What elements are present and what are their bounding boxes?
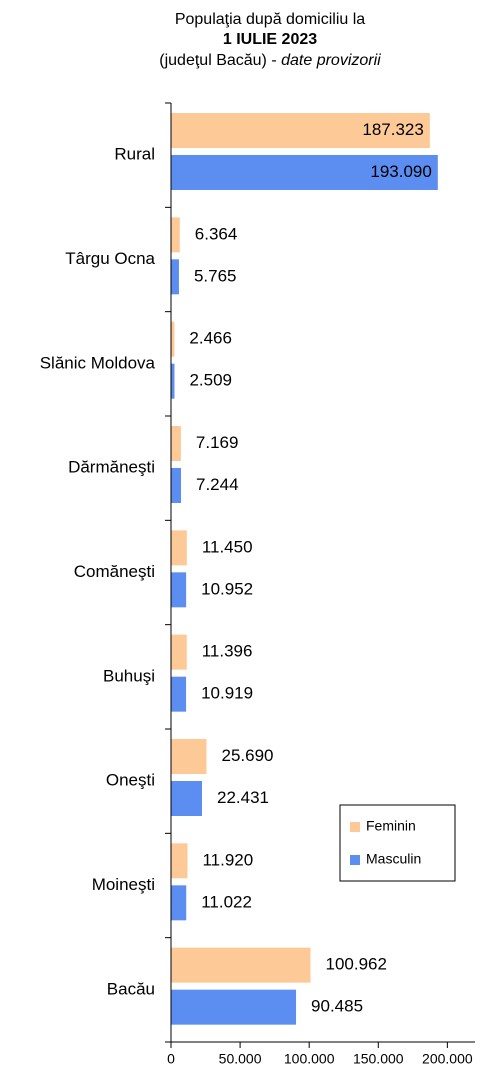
bar	[171, 739, 207, 774]
x-tick-label: 0	[167, 1051, 175, 1067]
value-label: 11.396	[202, 642, 253, 661]
value-label: 193.090	[370, 162, 431, 181]
bar	[171, 885, 187, 921]
bar	[171, 989, 297, 1025]
value-label: 10.919	[201, 684, 253, 703]
bar	[171, 113, 430, 148]
legend-label: Masculin	[366, 851, 421, 867]
chart-note: (judeţul Bacău) - date provizorii	[159, 52, 381, 69]
category-label: Dărmăneşti	[68, 458, 155, 477]
note: (judeţul Bacău) -	[159, 52, 276, 69]
category-label: Oneşti	[106, 771, 155, 790]
legend-swatch	[350, 822, 360, 832]
chart-subtitle: 1 IULIE 2023	[223, 31, 317, 48]
chart-title: Populaţia după domiciliu la	[175, 11, 365, 28]
value-label: 25.690	[221, 746, 273, 765]
category-label: Buhuşi	[103, 666, 155, 685]
bar	[171, 781, 202, 816]
value-label: 2.466	[189, 329, 232, 348]
legend-label: Feminin	[366, 818, 416, 834]
bar	[171, 468, 182, 503]
bar	[171, 363, 175, 399]
value-label: 11.450	[202, 537, 253, 556]
bar	[171, 676, 187, 712]
x-tick-label: 50.000	[219, 1051, 262, 1067]
x-tick-label: 200.000	[422, 1051, 473, 1067]
bar	[171, 947, 311, 983]
value-label: 7.169	[196, 433, 239, 452]
category-label: Bacău	[107, 979, 155, 998]
value-label: 187.323	[362, 120, 423, 139]
bar	[171, 217, 180, 253]
category-label: Moineşti	[92, 875, 155, 894]
bar	[171, 321, 175, 357]
bar	[171, 530, 187, 566]
category-label: Comăneşti	[74, 562, 155, 581]
value-label: 90.485	[311, 997, 363, 1016]
bar	[171, 634, 187, 670]
value-label: 22.431	[217, 788, 269, 807]
value-label: 5.765	[194, 266, 237, 285]
x-tick-label: 100.000	[284, 1051, 335, 1067]
category-label: Târgu Ocna	[65, 249, 155, 268]
value-label: 11.022	[201, 892, 252, 911]
legend-swatch	[350, 855, 360, 865]
value-label: 2.509	[189, 371, 232, 390]
bar	[171, 572, 187, 608]
value-label: 7.244	[196, 475, 239, 494]
value-label: 11.920	[202, 850, 253, 869]
legend-box	[339, 804, 456, 882]
bar	[171, 426, 181, 461]
bar	[171, 155, 438, 190]
x-tick-label: 150.000	[353, 1051, 404, 1067]
note-italic: date provizorii	[281, 52, 381, 69]
category-label: Slănic Moldova	[40, 353, 156, 372]
bar	[171, 259, 179, 295]
category-label: Rural	[114, 145, 155, 164]
value-label: 10.952	[201, 579, 253, 598]
value-label: 6.364	[195, 224, 238, 243]
bar	[171, 843, 188, 879]
value-label: 100.962	[326, 955, 387, 974]
